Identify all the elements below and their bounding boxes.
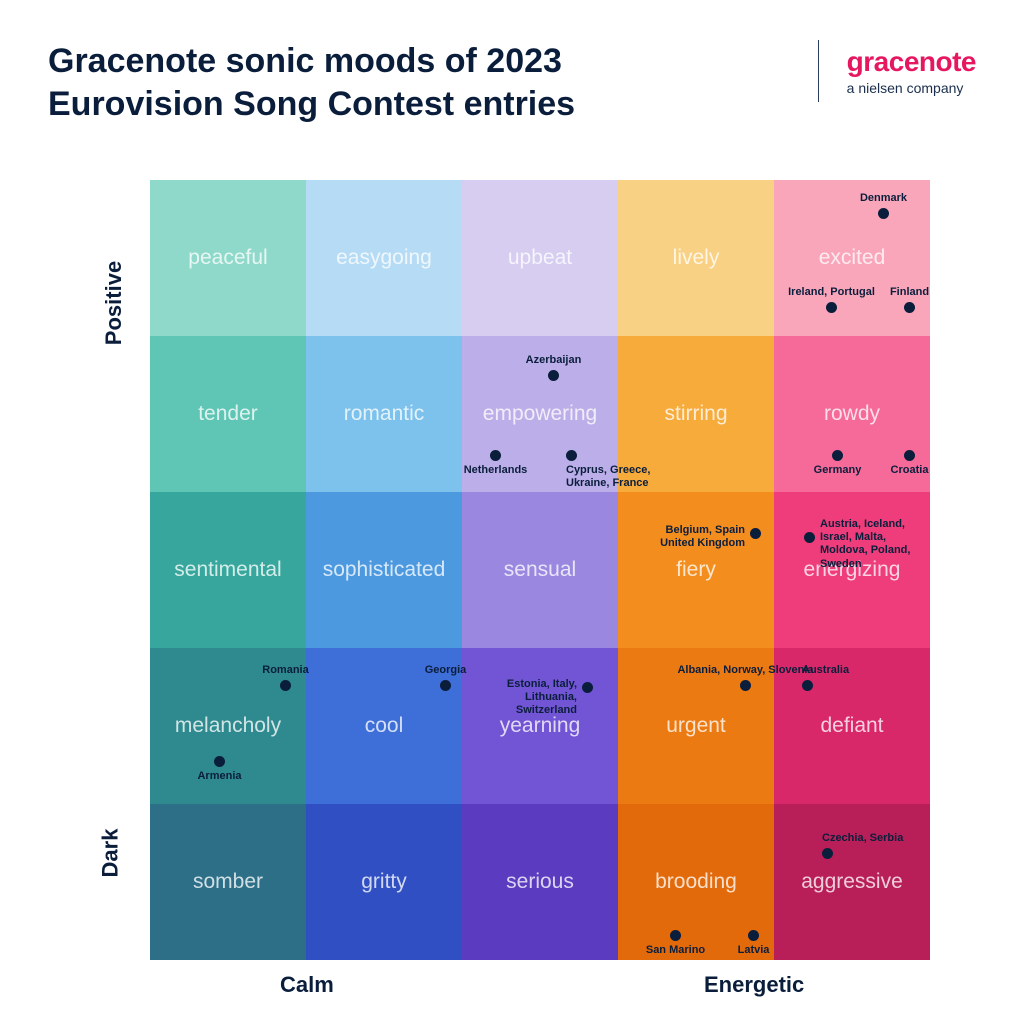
brand-sub: a nielsen company	[847, 80, 976, 96]
mood-cell-excited: excited	[774, 180, 930, 336]
mood-label: upbeat	[508, 246, 572, 270]
mood-cell-aggressive: aggressive	[774, 804, 930, 960]
mood-label: gritty	[361, 870, 407, 894]
mood-cell-melancholy: melancholy	[150, 648, 306, 804]
brand-name: gracenote	[847, 46, 976, 78]
mood-label: fiery	[676, 558, 716, 582]
y-axis-dark-label: Dark	[97, 829, 123, 878]
mood-cell-empowering: empowering	[462, 336, 618, 492]
mood-label: empowering	[483, 402, 597, 426]
mood-cell-stirring: stirring	[618, 336, 774, 492]
mood-cell-romantic: romantic	[306, 336, 462, 492]
mood-cell-brooding: brooding	[618, 804, 774, 960]
mood-label: melancholy	[175, 714, 281, 738]
mood-label: yearning	[500, 714, 581, 738]
mood-cell-sensual: sensual	[462, 492, 618, 648]
mood-grid: peaceful easygoing upbeat lively excited tend…	[150, 180, 930, 960]
mood-label: tender	[198, 402, 258, 426]
mood-label: stirring	[664, 402, 727, 426]
mood-cell-somber: somber	[150, 804, 306, 960]
mood-label: serious	[506, 870, 574, 894]
mood-label: peaceful	[188, 246, 267, 270]
brand-block: gracenote a nielsen company	[818, 40, 976, 102]
mood-cell-cool: cool	[306, 648, 462, 804]
mood-cell-rowdy: rowdy	[774, 336, 930, 492]
mood-cell-sophisticated: sophisticated	[306, 492, 462, 648]
mood-label: energizing	[804, 558, 901, 582]
mood-cell-serious: serious	[462, 804, 618, 960]
mood-cell-yearning: yearning	[462, 648, 618, 804]
mood-label: lively	[673, 246, 720, 270]
page-title: Gracenote sonic moods of 2023 Eurovision…	[48, 40, 688, 125]
mood-label: brooding	[655, 870, 737, 894]
mood-cell-upbeat: upbeat	[462, 180, 618, 336]
mood-label: rowdy	[824, 402, 880, 426]
mood-cell-gritty: gritty	[306, 804, 462, 960]
mood-label: easygoing	[336, 246, 432, 270]
mood-cell-energizing: energizing	[774, 492, 930, 648]
mood-label: sensual	[504, 558, 576, 582]
mood-cell-peaceful: peaceful	[150, 180, 306, 336]
mood-label: urgent	[666, 714, 726, 738]
mood-label: sophisticated	[323, 558, 446, 582]
x-axis-calm-label: Calm	[280, 972, 334, 998]
mood-label: somber	[193, 870, 263, 894]
mood-cell-sentimental: sentimental	[150, 492, 306, 648]
mood-cell-fiery: fiery	[618, 492, 774, 648]
mood-cell-defiant: defiant	[774, 648, 930, 804]
mood-label: romantic	[344, 402, 425, 426]
mood-cell-easygoing: easygoing	[306, 180, 462, 336]
mood-label: excited	[819, 246, 886, 270]
mood-label: sentimental	[174, 558, 281, 582]
mood-cell-tender: tender	[150, 336, 306, 492]
mood-label: cool	[365, 714, 404, 738]
mood-chart: Positive Dark peacefuleasygoingupbeatliv…	[150, 180, 930, 960]
mood-cell-urgent: urgent	[618, 648, 774, 804]
mood-cell-lively: lively	[618, 180, 774, 336]
mood-label: aggressive	[801, 870, 903, 894]
y-axis-positive-label: Positive	[101, 261, 127, 345]
mood-label: defiant	[820, 714, 883, 738]
x-axis-energetic-label: Energetic	[704, 972, 804, 998]
